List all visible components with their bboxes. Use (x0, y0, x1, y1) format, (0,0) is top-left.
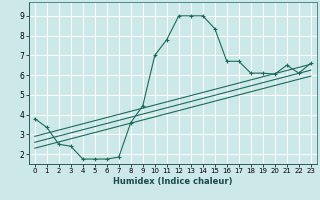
X-axis label: Humidex (Indice chaleur): Humidex (Indice chaleur) (113, 177, 233, 186)
